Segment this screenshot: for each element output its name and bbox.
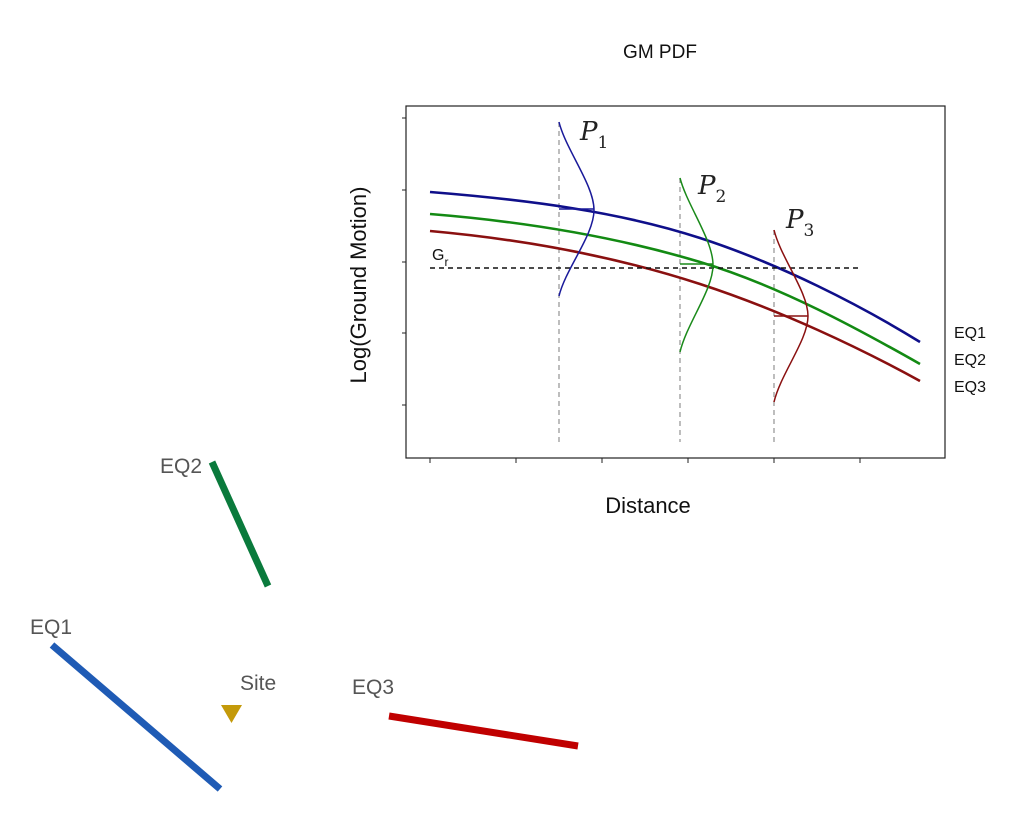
pdf-label-1: P1 [579, 117, 608, 153]
pdf-curve-1 [558, 121, 595, 297]
pdf-label-3: P3 [785, 205, 814, 241]
fault-eq3 [388, 712, 579, 750]
distance-guides [558, 122, 775, 442]
fault-label-eq1: EQ1 [30, 616, 72, 639]
eq2-curve [429, 212, 921, 366]
curve-label-eq3: EQ3 [954, 379, 986, 396]
site-marker-icon [221, 705, 242, 723]
fault-label-eq3: EQ3 [352, 676, 394, 699]
plot-frame [405, 105, 946, 459]
x-axis-label: Distance [605, 493, 691, 518]
site-label: Site [240, 672, 276, 695]
figure-title: GM PDF [623, 42, 697, 63]
fault-eq1 [49, 642, 223, 792]
curve-label-eq2: EQ2 [954, 352, 986, 369]
eq1-curve [429, 190, 921, 344]
eq3-curve [429, 229, 921, 383]
curve-label-eq1: EQ1 [954, 325, 986, 342]
fault-eq2 [208, 460, 272, 588]
y-axis-label: Log(Ground Motion) [346, 187, 371, 384]
fault-label-eq2: EQ2 [160, 455, 202, 478]
y-axis-ticks [402, 117, 406, 406]
pdf-curve-2 [679, 177, 714, 353]
pdf-label-2: P2 [697, 171, 726, 207]
threshold-label: Gr [432, 247, 448, 269]
x-axis-ticks [429, 458, 861, 463]
